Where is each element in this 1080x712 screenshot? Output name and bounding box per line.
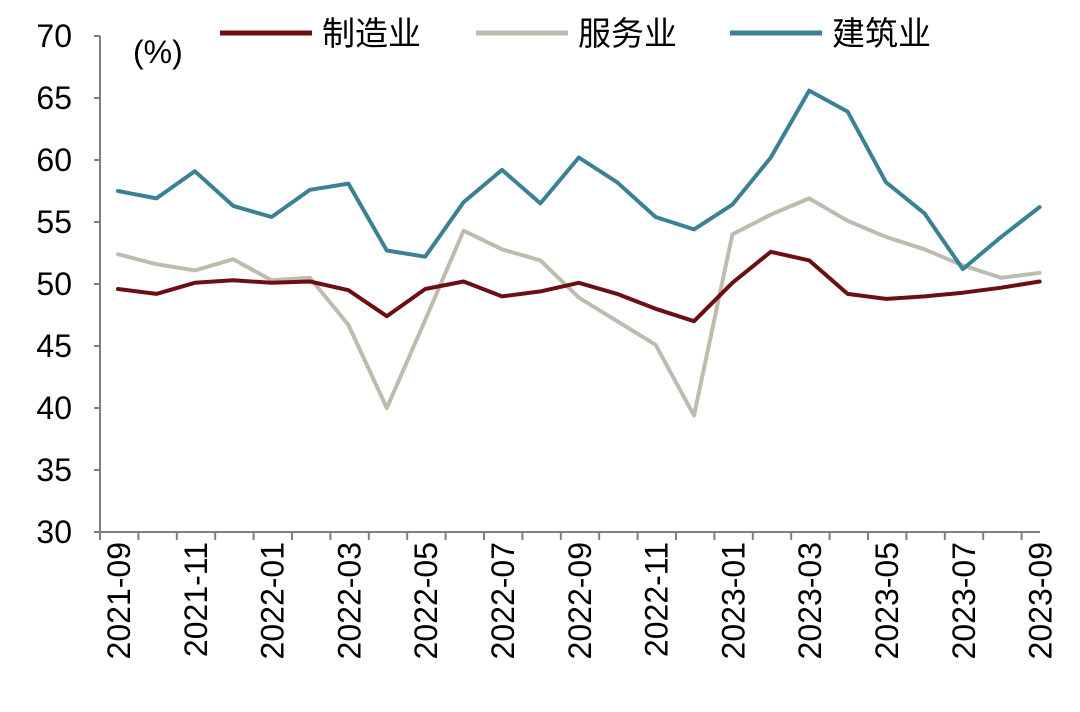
x-tick-label: 2022-09 <box>562 542 598 659</box>
legend-label: 制造业 <box>322 14 421 53</box>
x-tick-label: 2021-11 <box>178 542 214 657</box>
y-tick-label: 50 <box>36 266 72 302</box>
y-tick-label: 65 <box>36 80 72 116</box>
y-tick-label: 70 <box>36 18 72 54</box>
y-tick-label: 40 <box>36 390 72 426</box>
y-tick-label: 30 <box>36 514 72 550</box>
x-tick-label: 2023-07 <box>946 542 982 659</box>
y-tick-label: 35 <box>36 452 72 488</box>
x-tick-label: 2022-11 <box>639 542 675 657</box>
series-line-2 <box>116 196 1042 418</box>
y-axis-ticks: 30 35 40 45 50 55 60 65 70 <box>36 18 100 550</box>
y-tick-label: 60 <box>36 142 72 178</box>
y-tick-label: 55 <box>36 204 72 240</box>
unit-label: (%) <box>133 34 183 70</box>
x-tick-label: 2023-09 <box>1023 542 1059 659</box>
legend-label: 服务业 <box>578 14 677 53</box>
x-tick-label: 2023-03 <box>792 542 828 659</box>
x-axis-ticks: 2021-09 2021-11 2022-01 2022-03 2022-05 2022-… <box>99 532 1059 659</box>
series-line-1 <box>116 249 1042 324</box>
legend-label: 建筑业 <box>832 14 931 53</box>
series-lines <box>116 88 1042 418</box>
x-tick-label: 2022-01 <box>255 542 291 659</box>
x-tick-label: 2023-05 <box>869 542 905 659</box>
x-tick-label: 2022-03 <box>331 542 367 659</box>
legend: 制造业 服务业 建筑业 <box>220 14 931 53</box>
x-tick-label: 2022-05 <box>408 542 444 659</box>
x-tick-label: 2022-07 <box>485 542 521 659</box>
y-tick-label: 45 <box>36 328 72 364</box>
x-tick-label: 2021-09 <box>101 542 137 659</box>
x-tick-label: 2023-01 <box>715 542 751 659</box>
